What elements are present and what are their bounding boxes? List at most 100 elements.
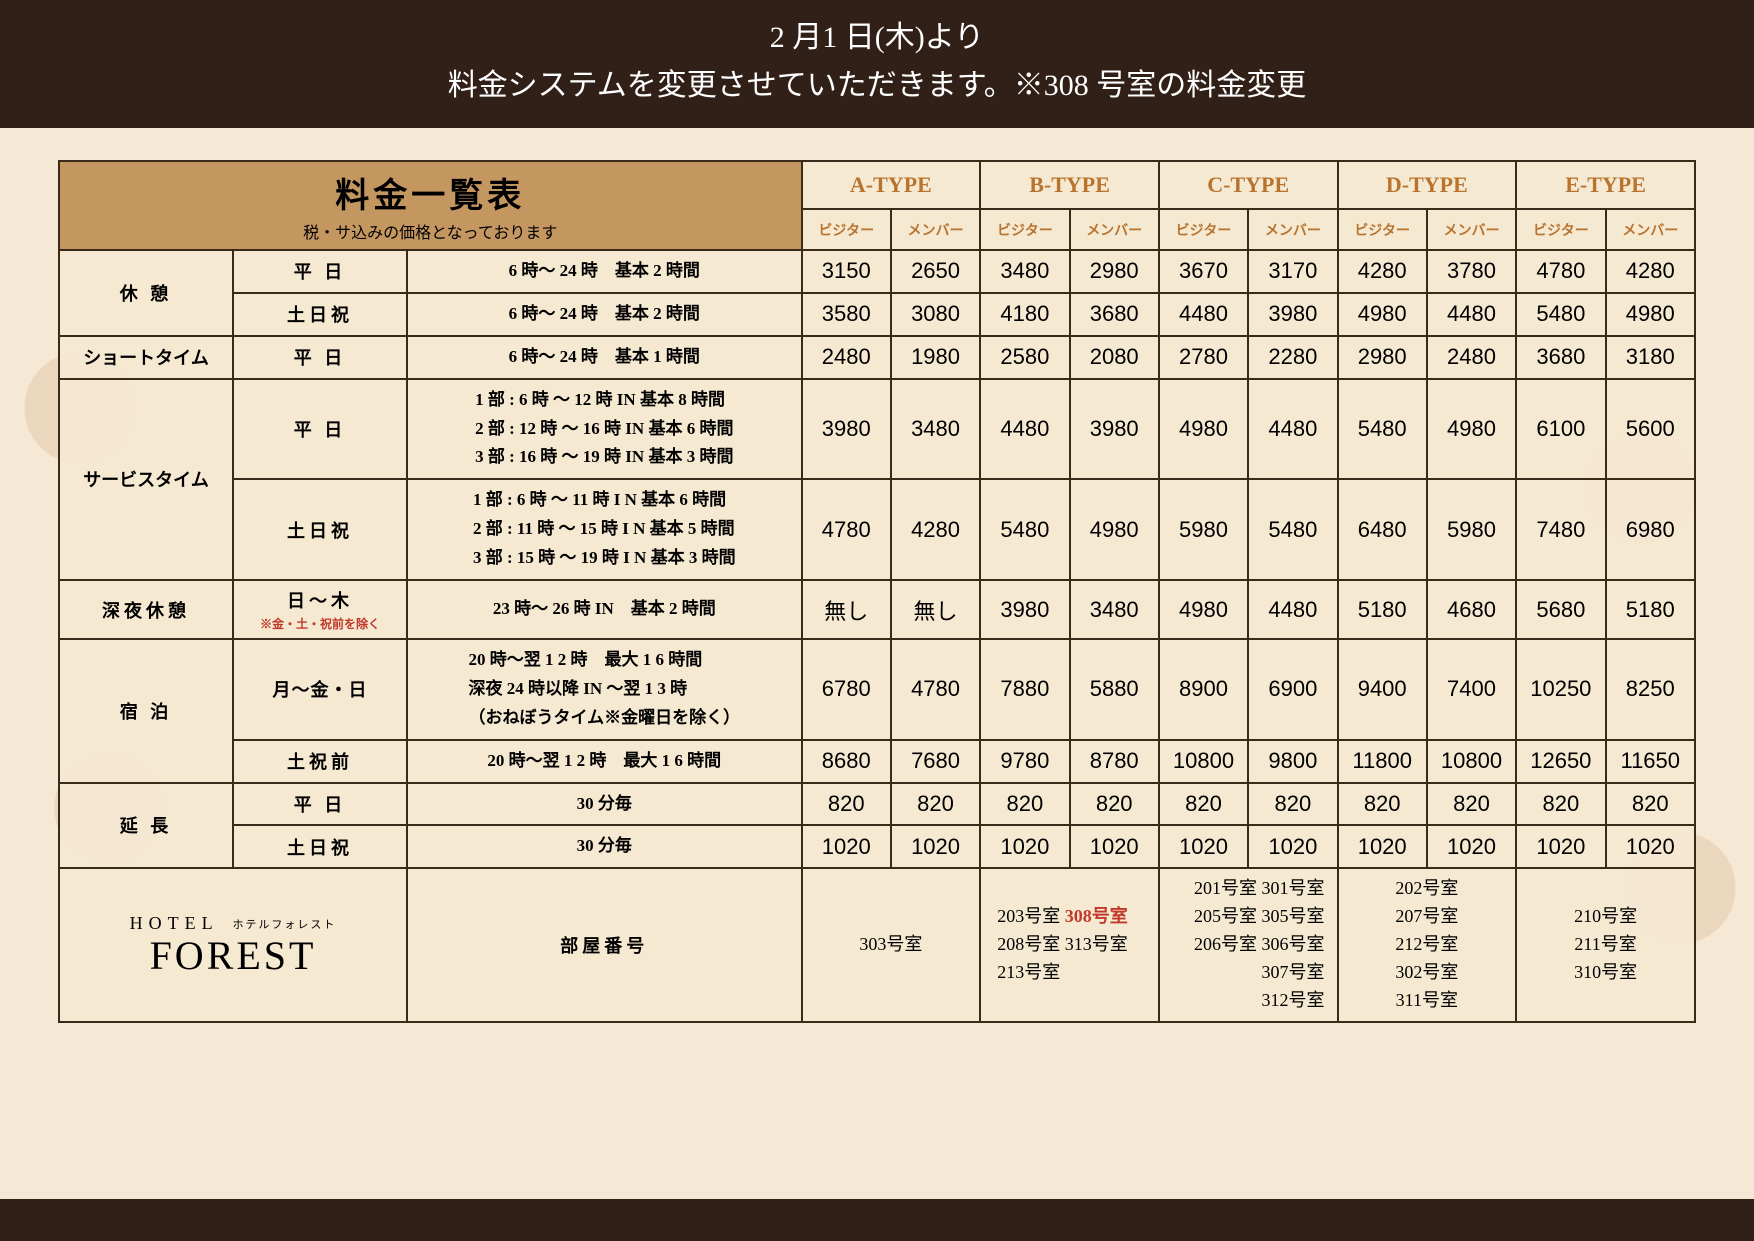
price-row: 土祝前20 時～翌 1 2 時 最大 1 6 時間868076809780878… [59,740,1695,783]
rooms-a: 303号室 [802,868,981,1021]
category-label: ショートタイム [59,336,233,379]
price-cell: 11650 [1606,740,1696,783]
price-cell: 1020 [1427,825,1516,868]
time-label: 20 時～翌 1 2 時 最大 1 6 時間深夜 24 時以降 IN ～翌 1 … [407,639,801,740]
price-cell: 4980 [1070,479,1159,580]
price-cell: 4780 [891,639,980,740]
price-cell: 6900 [1248,639,1337,740]
price-cell: 4480 [1427,293,1516,336]
category-label: 深夜休憩 [59,580,233,639]
price-cell: 5480 [1338,379,1427,480]
price-cell: 無し [802,580,891,639]
price-cell: 6780 [802,639,891,740]
price-cell: 3080 [891,293,980,336]
brand-main: FOREST [64,934,402,978]
price-cell: 3180 [1606,336,1696,379]
col-e-type: E-TYPE [1516,161,1695,209]
price-cell: 4480 [1248,580,1337,639]
header-line-1: 2 月1 日(木)より [0,14,1754,62]
col-c-type: C-TYPE [1159,161,1338,209]
price-cell: 820 [1338,783,1427,826]
price-cell: 6980 [1606,479,1696,580]
price-cell: 820 [1516,783,1605,826]
sub-header: ビジター [1516,209,1605,250]
price-cell: 4480 [1159,293,1248,336]
time-label: 6 時～ 24 時 基本 2 時間 [407,250,801,293]
sub-header: ビジター [980,209,1069,250]
price-cell: 9800 [1248,740,1337,783]
price-cell: 4980 [1606,293,1696,336]
price-cell: 3980 [1248,293,1337,336]
time-label: 20 時～翌 1 2 時 最大 1 6 時間 [407,740,801,783]
price-cell: 820 [1070,783,1159,826]
price-cell: 8900 [1159,639,1248,740]
price-cell: 3670 [1159,250,1248,293]
price-cell: 2980 [1338,336,1427,379]
price-cell: 3980 [1070,379,1159,480]
price-cell: 5480 [980,479,1069,580]
price-cell: 6480 [1338,479,1427,580]
price-cell: 3170 [1248,250,1337,293]
sub-header: ビジター [1159,209,1248,250]
price-cell: 7680 [891,740,980,783]
price-row: 土日祝6 時～ 24 時 基本 2 時間35803080418036804480… [59,293,1695,336]
price-cell: 5600 [1606,379,1696,480]
price-cell: 820 [891,783,980,826]
price-cell: 8780 [1070,740,1159,783]
price-row: サービスタイム平 日1 部 : 6 時 ～ 12 時 IN 基本 8 時間2 部… [59,379,1695,480]
price-cell: 7400 [1427,639,1516,740]
price-cell: 4180 [980,293,1069,336]
price-cell: 3580 [802,293,891,336]
sub-header: メンバー [1248,209,1337,250]
category-label: 延 長 [59,783,233,869]
price-cell: 1020 [1159,825,1248,868]
sub-header: メンバー [1070,209,1159,250]
price-cell: 11800 [1338,740,1427,783]
price-cell: 2650 [891,250,980,293]
price-row: 深夜休憩日～木※金・土・祝前を除く23 時～ 26 時 IN 基本 2 時間無し… [59,580,1695,639]
col-a-type: A-TYPE [802,161,981,209]
price-cell: 5180 [1338,580,1427,639]
col-b-type: B-TYPE [980,161,1159,209]
time-label: 1 部 : 6 時 ～ 12 時 IN 基本 8 時間2 部 : 12 時 ～ … [407,379,801,480]
day-label: 土日祝 [233,293,407,336]
price-cell: 1020 [1248,825,1337,868]
footer-bar [0,1199,1754,1241]
price-cell: 4980 [1159,379,1248,480]
price-table: 料金一覧表 税・サ込みの価格となっております A-TYPE B-TYPE C-T… [58,160,1696,1023]
sub-header: メンバー [1606,209,1696,250]
header-line-2: 料金システムを変更させていただきます。※308 号室の料金変更 [0,62,1754,110]
price-cell: 6100 [1516,379,1605,480]
category-label: サービスタイム [59,379,233,580]
price-cell: 820 [802,783,891,826]
price-cell: 5480 [1516,293,1605,336]
category-label: 宿 泊 [59,639,233,783]
price-cell: 4280 [891,479,980,580]
day-label: 平 日 [233,379,407,480]
price-cell: 2480 [802,336,891,379]
rooms-e: 210号室211号室310号室 [1516,868,1695,1021]
time-label: 23 時～ 26 時 IN 基本 2 時間 [407,580,801,639]
price-cell: 1020 [1070,825,1159,868]
table-title: 料金一覧表 [64,168,797,217]
price-cell: 5680 [1516,580,1605,639]
price-cell: 10800 [1427,740,1516,783]
price-row: 延 長平 日30 分毎82082082082082082082082082082… [59,783,1695,826]
price-cell: 12650 [1516,740,1605,783]
sub-header: メンバー [891,209,980,250]
rooms-label: 部屋番号 [407,868,801,1021]
price-cell: 1980 [891,336,980,379]
time-label: 30 分毎 [407,825,801,868]
day-label: 平 日 [233,250,407,293]
brand-cell: HOTEL ホテルフォレスト FOREST [59,868,407,1021]
price-cell: 4680 [1427,580,1516,639]
rooms-d: 202号室207号室212号室302号室311号室 [1338,868,1517,1021]
sub-header: メンバー [1427,209,1516,250]
price-cell: 3780 [1427,250,1516,293]
price-cell: 4980 [1427,379,1516,480]
day-label: 土日祝 [233,479,407,580]
price-cell: 820 [1159,783,1248,826]
price-cell: 3680 [1516,336,1605,379]
price-cell: 4480 [1248,379,1337,480]
day-label: 土日祝 [233,825,407,868]
